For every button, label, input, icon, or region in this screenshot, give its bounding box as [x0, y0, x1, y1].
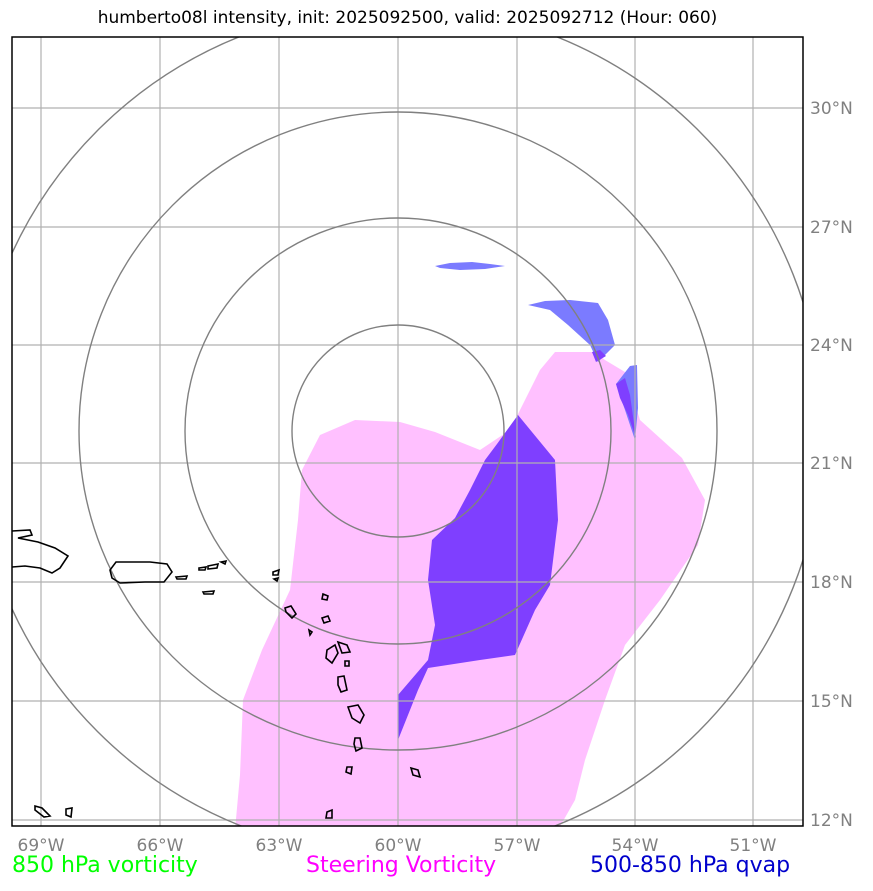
- lat-label-15N: 15°N: [810, 692, 853, 712]
- map-frame: [11, 36, 804, 827]
- lat-gridlines: [12, 107, 803, 821]
- hispaniola-coast: [12, 529, 70, 574]
- lat-label-21N: 21°N: [810, 454, 853, 474]
- coastlines: [12, 529, 422, 819]
- lon-label-69W: 69°W: [18, 836, 65, 856]
- qvap-area-north: [435, 262, 505, 270]
- lon-label-54W: 54°W: [612, 836, 659, 856]
- overlap-area-main: [398, 415, 558, 740]
- lon-label-51W: 51°W: [730, 836, 777, 856]
- lon-label-63W: 63°W: [256, 836, 303, 856]
- lat-label-18N: 18°N: [810, 573, 853, 593]
- legend-steering-vorticity: Steering Vorticity: [306, 853, 497, 878]
- figure-title: humberto08l intensity, init: 2025092500,…: [97, 8, 718, 28]
- overlap-area-east: [616, 378, 636, 438]
- lon-label-66W: 66°W: [137, 836, 184, 856]
- lat-label-27N: 27°N: [810, 218, 853, 238]
- anguilla-coast: [272, 568, 281, 583]
- range-rings: [12, 37, 803, 826]
- legend-850-vorticity: 850 hPa vorticity: [12, 853, 198, 878]
- lat-label-24N: 24°N: [810, 336, 853, 356]
- lon-gridlines: [40, 37, 754, 826]
- puerto-rico-coast: [109, 561, 173, 584]
- lon-label-57W: 57°W: [494, 836, 541, 856]
- lon-tick-labels: 69°W 66°W 63°W 60°W 57°W 54°W 51°W: [18, 836, 777, 856]
- lat-label-12N: 12°N: [810, 811, 853, 831]
- lesser-antilles-coast: [34, 592, 422, 819]
- lon-label-60W: 60°W: [375, 836, 422, 856]
- vieques-coast: [201, 590, 216, 595]
- lat-tick-labels: 30°N 27°N 24°N 21°N 18°N 15°N 12°N: [810, 99, 853, 831]
- lat-label-30N: 30°N: [810, 99, 853, 119]
- legend-qvap: 500-850 hPa qvap: [590, 853, 791, 878]
- virgin-islands-coast: [174, 559, 228, 580]
